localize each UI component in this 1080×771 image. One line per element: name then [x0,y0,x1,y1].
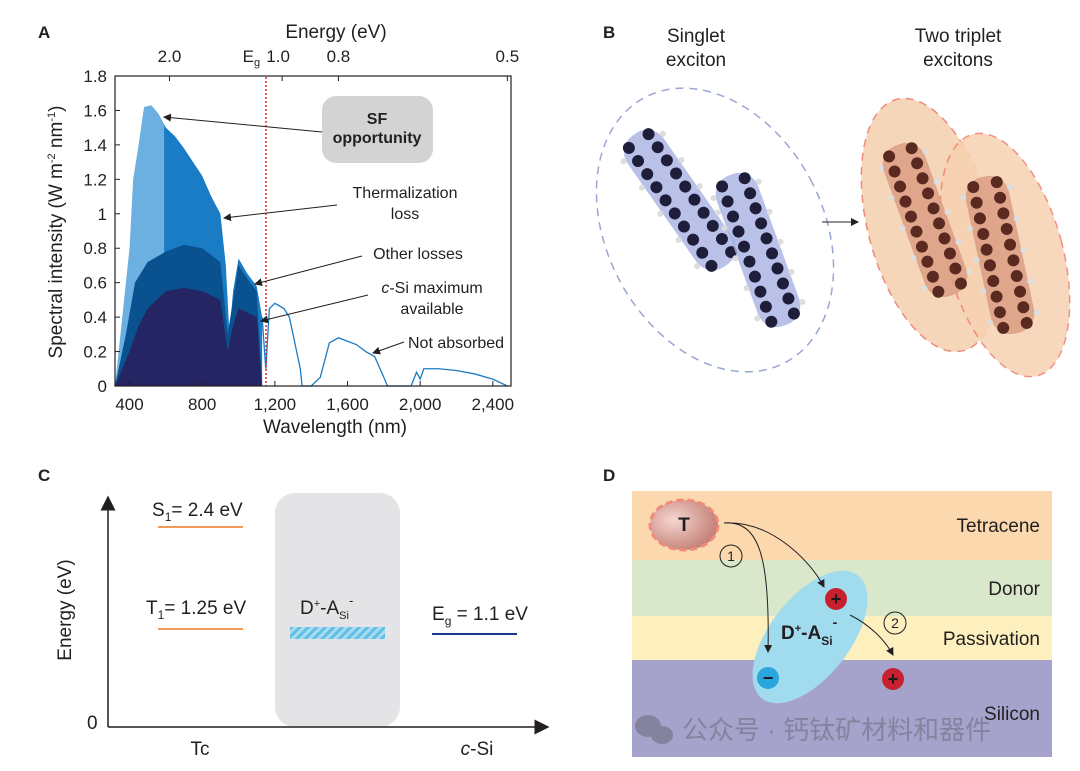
line-not-absorbed [261,302,508,387]
x-tick-label: 2,000 [399,395,442,414]
x-tick-label: 400 [115,395,143,414]
annotation-not-absorbed: Not absorbed [408,335,504,352]
charge-transfer-state-box [275,493,400,727]
s1-label: S1= 2.4 eV [152,500,243,524]
annotation-thermalization-line2: loss [391,206,419,223]
x-tick-label: 2,400 [472,395,515,414]
y-tick-label: 0.4 [83,308,107,327]
watermark: 公众号 · 钙钛矿材料和器件 [635,715,991,745]
y-tick-label: 1 [98,205,107,224]
triplet-label-line1: Two triplet [915,26,1002,47]
layer-silicon [632,660,1052,757]
eg-top-label: Eg [243,47,260,69]
y-tick-label: 0.6 [83,274,107,293]
annotation-thermalization-line1: Thermalization [353,185,458,202]
layer-label-silicon: Silicon [984,704,1040,725]
annotation-sf-line2: opportunity [333,130,422,147]
y-tick-label: 0.2 [83,343,107,362]
plot-frame [114,75,512,387]
y-tick-label: 0.8 [83,239,107,258]
annotation-other-losses: Other losses [373,246,463,263]
annotation-csi-line2: available [400,301,463,318]
ct-state-ellipse [752,570,868,704]
x-tick-label: 1,200 [254,395,297,414]
ct-state-level [290,627,385,639]
zero-label: 0 [87,713,98,734]
arrow-thermalization [223,204,338,222]
ct-state-label-d: D+-ASi- [781,614,838,648]
arrow-not-absorbed [372,341,405,355]
step1-marker [719,544,743,568]
singlet-molecules [620,128,806,328]
y-tick-label: 0 [98,377,107,396]
area-csi-maximum [115,287,263,386]
hole-sign-1: + [831,589,842,609]
triplet-label: T [678,515,690,536]
electron-in-silicon [757,667,779,689]
step1-label: 1 [727,548,735,564]
csi-label: c-Si [461,739,494,760]
y-tick-label: 1.6 [83,101,107,120]
hole-sign-2: + [888,669,899,689]
layer-donor [632,560,1052,616]
triplet-exciton [648,498,720,552]
axis-ticks: 400 800 1,200 1,600 2,000 2,400 0 0.2 0.4 0.6 0.8 1… [83,47,519,414]
tc-label: Tc [191,739,210,760]
layer-tetracene [632,491,1052,560]
panel-label-c: C [38,466,50,485]
annotation-csi-line1: c-Si maximum [381,280,482,297]
arrow-sf [163,113,323,133]
arrow-step2 [849,614,894,656]
ct-state-label: D+-ASi- [300,593,353,622]
top-tick-label: 0.8 [327,47,351,66]
layer-passivation [632,616,1052,660]
layer-label-passivation: Passivation [943,629,1040,650]
arrow-other-losses [254,255,363,287]
hole-in-donor [825,588,847,610]
top-tick-label: 0.5 [496,47,520,66]
x-tick-label: 800 [188,395,216,414]
top-tick-label: 2.0 [158,47,182,66]
hole-in-silicon [882,668,904,690]
wechat-icon [635,715,661,737]
singlet-exciton-ellipse [595,87,835,373]
annotation-sf-line1: SF [367,111,388,128]
triplet-molecules [877,142,1040,335]
triplet-label-line2: excitons [923,50,993,71]
arrow-step1-electron [723,522,773,653]
step2-marker [883,611,907,635]
watermark-text: 公众号 · 钙钛矿材料和器件 [682,715,991,745]
layer-label-tetracene: Tetracene [957,516,1040,537]
y-axis-label: Spectral intensity (W m-2 nm-1) [46,106,67,359]
singlet-label-line1: Singlet [667,26,726,47]
spectrum-areas [115,105,508,387]
singlet-label-line2: exciton [666,50,726,71]
eg-label: Eg = 1.1 eV [432,604,528,628]
panel-label-b: B [603,23,615,42]
triplet-exciton-ellipse-1 [860,97,1000,353]
panel-label-a: A [38,23,50,42]
step2-label: 2 [891,615,899,631]
electron-sign: − [763,668,774,688]
panel-a-spectrum-chart: A Energy (eV) 400 800 1,200 1,600 2,000 2,400… [38,22,519,438]
arrow-csi [260,294,369,324]
t1-label: T1= 1.25 eV [146,598,246,622]
top-tick-label: 1.0 [266,47,290,66]
sf-opportunity-box [322,96,433,163]
layer-label-donor: Donor [988,579,1040,600]
triplet-exciton-ellipse-2 [939,132,1071,378]
arrow-step1-hole [723,522,825,588]
y-tick-label: 1.2 [83,170,107,189]
x-axis-label: Wavelength (nm) [263,417,407,438]
y-tick-label: 1.4 [83,136,107,155]
x-tick-label: 1,600 [326,395,369,414]
y-tick-label: 1.8 [83,67,107,86]
panel-label-d: D [603,466,615,485]
energy-axis-label: Energy (eV) [55,559,76,660]
top-axis-label: Energy (eV) [285,22,386,43]
